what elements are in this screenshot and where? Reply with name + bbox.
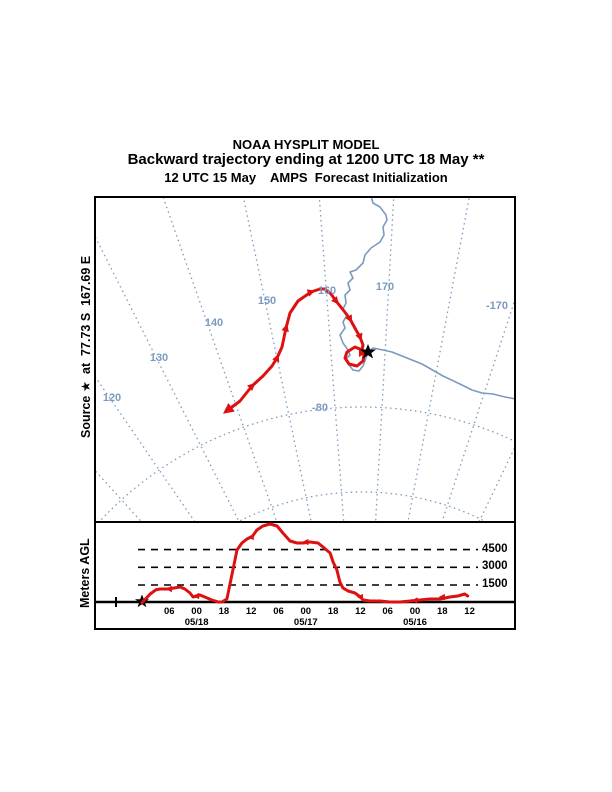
profile-triangle-marker bbox=[193, 592, 200, 600]
profile-triangle-marker bbox=[302, 538, 309, 546]
meridian-line-170 bbox=[374, 197, 395, 522]
time-tick-7: 12 bbox=[355, 606, 366, 617]
latitude-circle-0 bbox=[98, 406, 515, 522]
trajectory-triangle-marker bbox=[355, 332, 363, 342]
trajectory-triangle-marker bbox=[222, 403, 235, 414]
profile-frame bbox=[94, 521, 516, 630]
meridian-line-140 bbox=[162, 197, 278, 522]
date-label-05-17: 05/17 bbox=[293, 617, 318, 628]
init-subtitle: 12 UTC 15 May AMPS Forecast Initializati… bbox=[164, 170, 448, 185]
time-tick-1: 00 bbox=[191, 606, 202, 617]
time-tick-8: 06 bbox=[382, 606, 393, 617]
trajectory-triangle-marker bbox=[247, 382, 256, 391]
graticule-label--170: -170 bbox=[485, 300, 509, 312]
latitude-circle-1 bbox=[236, 491, 488, 522]
time-tick-4: 06 bbox=[273, 606, 284, 617]
meridian-line-160 bbox=[318, 197, 345, 522]
profile-triangle-marker bbox=[165, 585, 172, 593]
profile-triangle-marker bbox=[356, 593, 363, 601]
time-tick-5: 00 bbox=[300, 606, 312, 617]
source-star-icon bbox=[359, 343, 377, 359]
trajectory-triangle-marker bbox=[306, 289, 316, 297]
graticule-label-120: 120 bbox=[102, 392, 122, 404]
graticule-label-140: 140 bbox=[204, 317, 224, 329]
height-profile-markers bbox=[165, 533, 445, 604]
trajectory-title: Backward trajectory ending at 1200 UTC 1… bbox=[127, 151, 485, 168]
altitude-value-1500: 1500 bbox=[482, 577, 508, 590]
profile-triangle-marker bbox=[411, 597, 418, 604]
date-label-05-18: 05/18 bbox=[184, 617, 209, 628]
axis-plus-icon bbox=[111, 597, 121, 607]
model-title: NOAA HYSPLIT MODEL bbox=[232, 137, 380, 152]
altitude-gridlines bbox=[138, 548, 478, 586]
meridian-line-130 bbox=[95, 234, 240, 522]
meridian-line--160 bbox=[478, 445, 515, 522]
meridian-line-150 bbox=[242, 197, 312, 522]
meridian-line-110 bbox=[95, 469, 143, 522]
profile-triangle-marker bbox=[438, 593, 445, 601]
graticule-label-130: 130 bbox=[149, 352, 169, 364]
time-tick-2: 18 bbox=[218, 606, 230, 617]
altitude-value-4500: 4500 bbox=[482, 542, 508, 555]
trajectory-path bbox=[226, 287, 366, 412]
graticule-label-170: 170 bbox=[375, 281, 395, 293]
trajectory-triangle-marker bbox=[345, 314, 353, 323]
altitude-value-3000: 3000 bbox=[482, 560, 508, 573]
profile-triangle-marker bbox=[247, 533, 254, 541]
trajectory-triangle-marker bbox=[281, 323, 289, 333]
date-label-05-16: 05/16 bbox=[403, 617, 427, 628]
graticule-label-160: 160 bbox=[317, 285, 337, 297]
time-tick-9: 00 bbox=[409, 606, 421, 617]
trajectory-triangle-marker bbox=[331, 296, 339, 305]
trajectory-interval-markers bbox=[222, 289, 363, 414]
graticule-label--80: -80 bbox=[312, 402, 328, 414]
time-tick-0: 06 bbox=[164, 606, 175, 617]
time-tick-6: 18 bbox=[327, 606, 339, 617]
map-graticule bbox=[95, 197, 515, 522]
time-tick-10: 18 bbox=[437, 606, 448, 617]
meridian-line--170 bbox=[441, 297, 515, 522]
time-tick-11: 12 bbox=[464, 606, 475, 617]
coastline bbox=[339, 197, 515, 400]
graticule-label-150: 150 bbox=[257, 295, 277, 307]
trajectory-triangle-marker bbox=[272, 353, 280, 363]
height-profile-line bbox=[140, 522, 470, 605]
meridian-line-180 bbox=[407, 197, 470, 522]
meridian-line-120 bbox=[95, 375, 196, 522]
time-tick-3: 12 bbox=[245, 606, 257, 617]
